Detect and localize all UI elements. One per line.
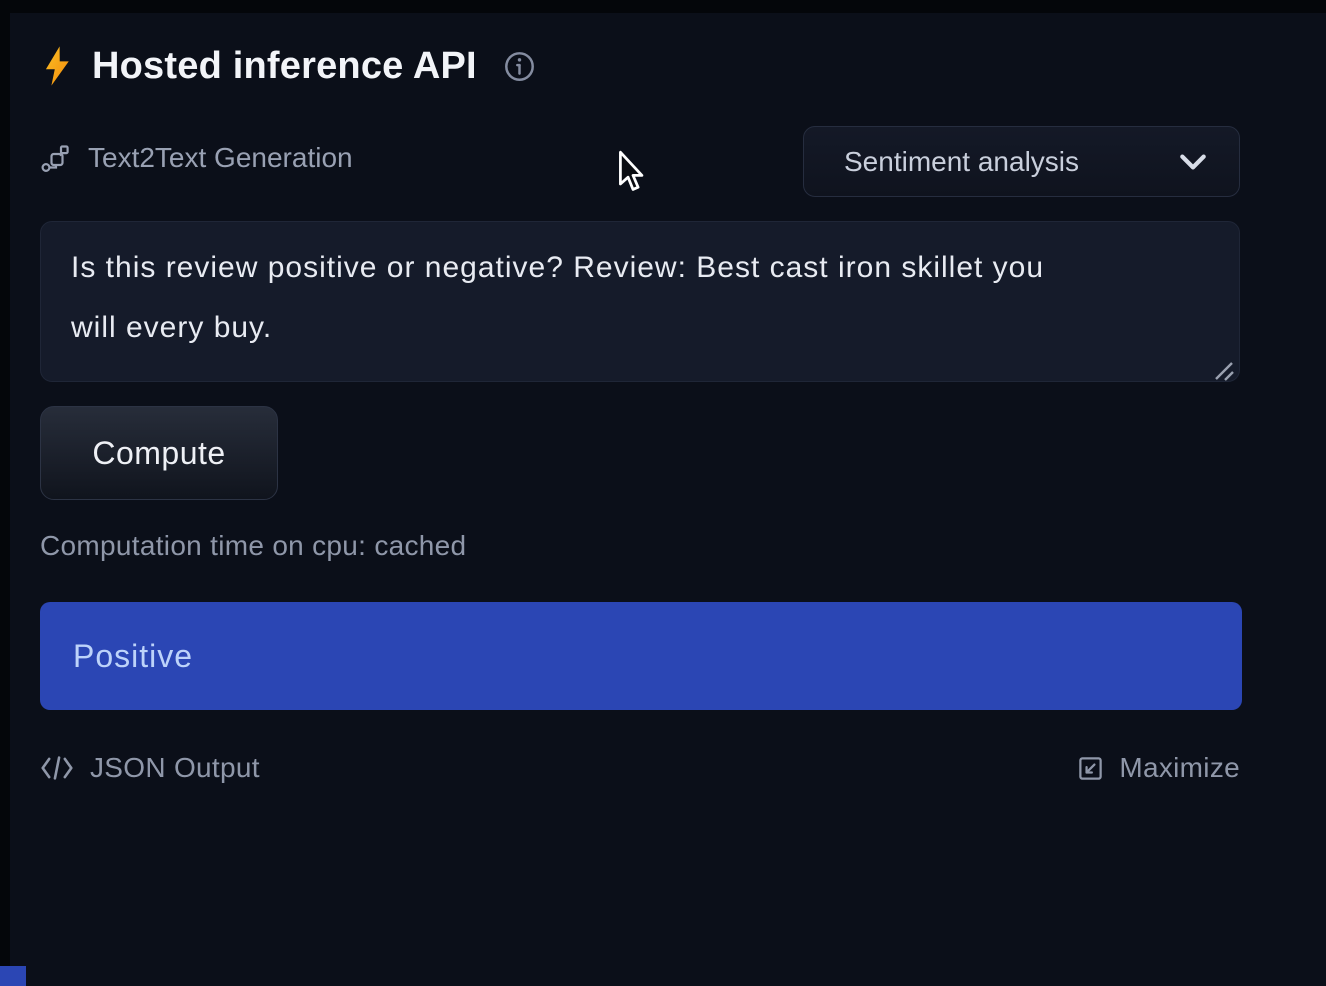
top-edge bbox=[0, 0, 1326, 13]
code-icon bbox=[41, 756, 73, 780]
result-box: Positive bbox=[40, 602, 1242, 710]
bottom-left-blue-fragment bbox=[0, 966, 26, 986]
maximize-label: Maximize bbox=[1119, 752, 1240, 783]
maximize-button[interactable]: Maximize bbox=[1077, 752, 1240, 784]
result-label: Positive bbox=[73, 637, 194, 674]
inference-input[interactable]: Is this review positive or negative? Rev… bbox=[40, 221, 1240, 382]
maximize-icon bbox=[1079, 756, 1103, 780]
json-output-label: JSON Output bbox=[90, 752, 260, 783]
mouse-cursor-icon bbox=[619, 150, 644, 191]
left-edge bbox=[0, 0, 10, 986]
page-title: Hosted inference API bbox=[92, 44, 477, 87]
chevron-down-icon bbox=[1180, 154, 1206, 169]
lightning-bolt-icon bbox=[45, 46, 69, 86]
compute-button[interactable]: Compute bbox=[40, 406, 278, 500]
json-output-toggle[interactable]: JSON Output bbox=[40, 752, 260, 784]
example-dropdown[interactable]: Sentiment analysis bbox=[803, 126, 1240, 197]
computation-time-status: Computation time on cpu: cached bbox=[40, 530, 467, 561]
task-type: Text2Text Generation bbox=[40, 142, 353, 174]
task-pipeline-icon bbox=[41, 145, 69, 173]
task-label: Text2Text Generation bbox=[88, 142, 353, 173]
widget-header: Hosted inference API bbox=[42, 44, 536, 88]
example-dropdown-value: Sentiment analysis bbox=[844, 145, 1080, 177]
info-icon[interactable] bbox=[503, 50, 536, 83]
